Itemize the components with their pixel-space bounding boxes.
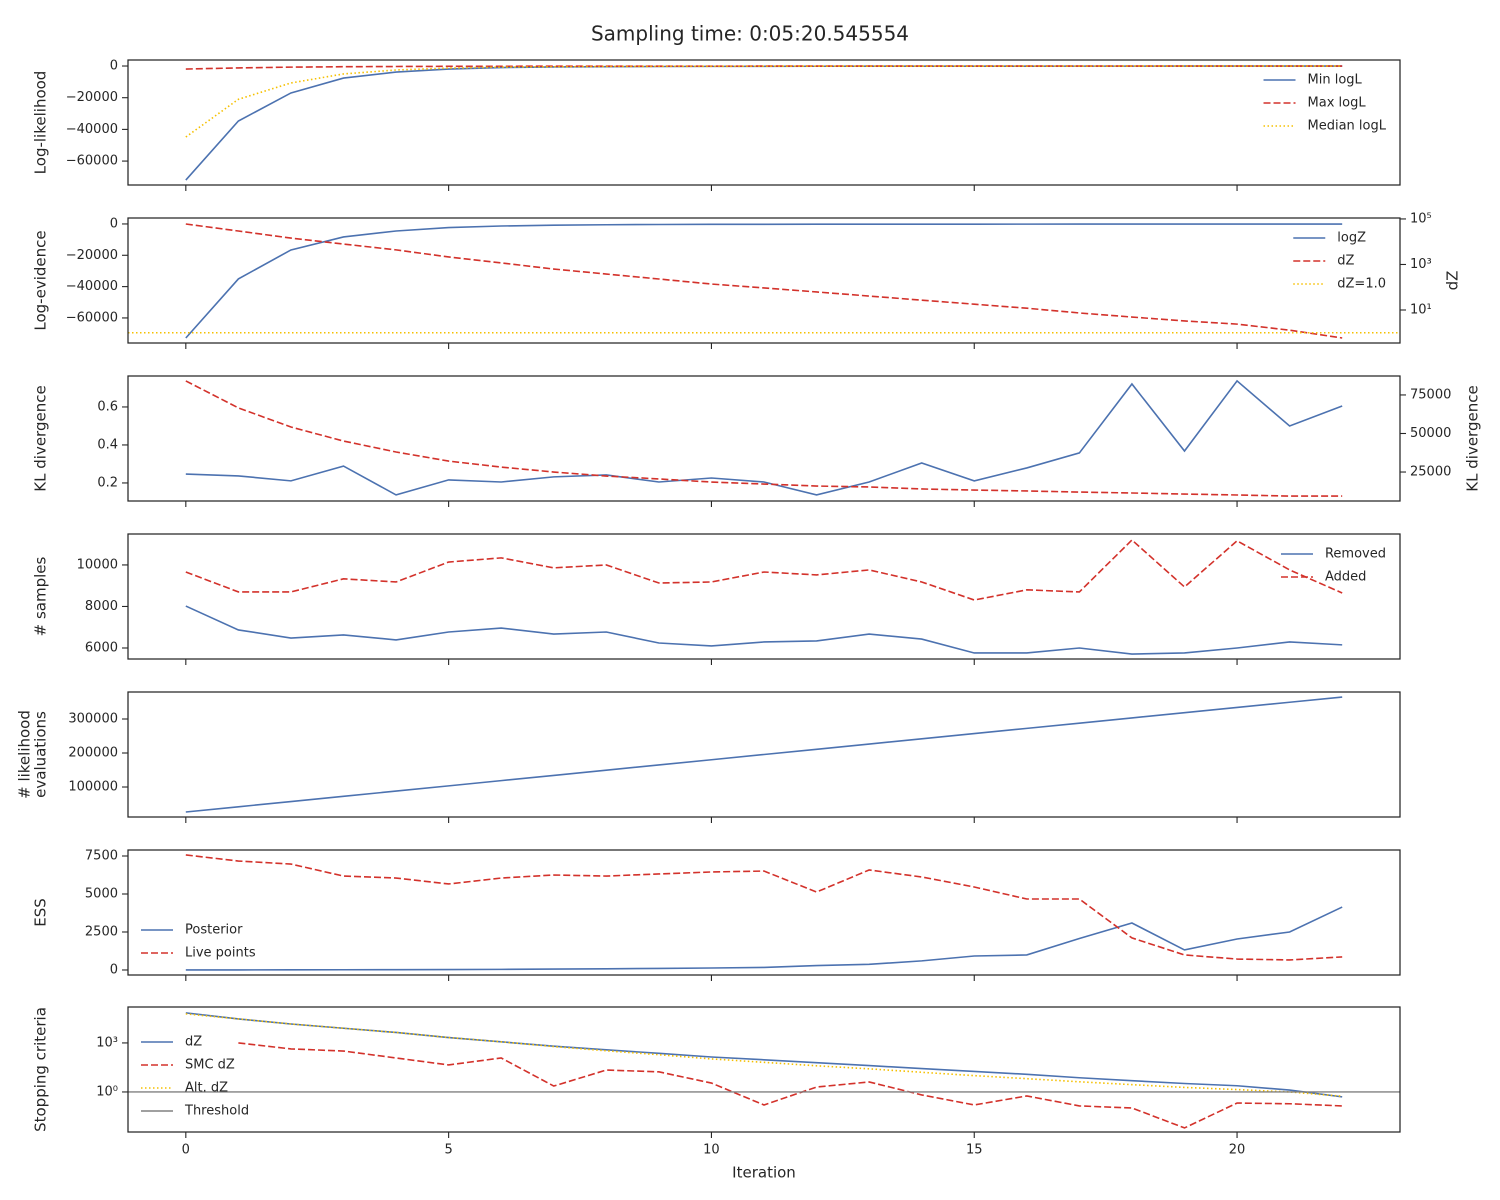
series-line — [185, 65, 1343, 138]
legend-label: dZ — [185, 1035, 202, 1050]
subplot: 6000 8000 10000 # samples Removed Added — [32, 533, 1401, 665]
y2-axis-label: dZ — [1444, 271, 1462, 291]
legend-label: dZ=1.0 — [1337, 277, 1386, 292]
y-tick-label: 5000 — [85, 886, 118, 901]
legend-label: Threshold — [184, 1104, 249, 1119]
y-tick-label: −20000 — [66, 248, 118, 263]
y-tick-label: 100000 — [68, 780, 118, 795]
legend: dZ SMC dZ Alt. dZ Threshold — [141, 1035, 249, 1119]
y2-tick-label: 25000 — [1410, 465, 1451, 480]
legend-label: SMC dZ — [185, 1058, 235, 1073]
legend-label: Max logL — [1308, 96, 1367, 111]
y-tick-label: 0.6 — [97, 399, 118, 414]
y-tick-label: 6000 — [85, 640, 118, 655]
y-tick-label: 0.2 — [97, 475, 118, 490]
y-axis-label: # samples — [32, 556, 50, 636]
y-tick-label: 10000 — [77, 557, 118, 572]
series-line — [185, 538, 1343, 601]
axes-frame — [127, 375, 1401, 502]
subplot: 0.2 0.4 0.6 25000 50000 75000 KL divergence KL … — [32, 375, 1482, 507]
y2-tick-label: 10³ — [1410, 257, 1432, 272]
y-axis-label: Stopping criteria — [32, 1007, 50, 1132]
x-tick-label: 5 — [444, 1143, 452, 1158]
subplot: 0 5 10 15 20 10⁰ 10³ Stopping criteria Iteration… — [32, 1006, 1401, 1182]
legend: Removed Added — [1280, 547, 1386, 585]
legend-label: Median logL — [1308, 119, 1387, 134]
y-axis-label: KL divergence — [32, 385, 50, 491]
axes-frame — [127, 59, 1401, 186]
y-tick-label: 2500 — [85, 924, 118, 939]
legend-label: Live points — [185, 946, 256, 961]
series-line — [185, 1013, 1343, 1098]
series-line — [185, 65, 1343, 181]
series-line — [185, 854, 1343, 961]
y2-tick-label: 75000 — [1410, 387, 1451, 402]
legend-label: Min logL — [1308, 73, 1363, 88]
y2-axis-label: KL divergence — [1464, 385, 1482, 491]
legend-label: Alt. dZ — [185, 1081, 228, 1096]
subplot: 100000 200000 300000 # likelihoodevaluation… — [16, 691, 1401, 823]
y-tick-label: 0 — [110, 962, 118, 977]
axes-frame — [127, 1006, 1401, 1133]
y-tick-label: −20000 — [66, 90, 118, 105]
y-tick-label: −40000 — [66, 122, 118, 137]
series-line — [185, 906, 1343, 971]
figure-title: Sampling time: 0:05:20.545554 — [591, 22, 909, 46]
axes-frame — [127, 533, 1401, 660]
series-line — [185, 605, 1343, 655]
y-axis-label: # likelihood — [16, 710, 34, 799]
y-tick-label: 10⁰ — [96, 1084, 118, 1099]
y-tick-label: 7500 — [85, 849, 118, 864]
y-tick-label: 200000 — [68, 746, 118, 761]
y-tick-label: 300000 — [68, 711, 118, 726]
y-tick-label: 0 — [110, 59, 118, 74]
x-tick-label: 0 — [182, 1143, 190, 1158]
legend-label: Added — [1325, 570, 1366, 585]
x-axis-label: Iteration — [732, 1164, 796, 1182]
series-line — [238, 1042, 1343, 1129]
axes-frame — [127, 217, 1401, 344]
legend: Posterior Live points — [141, 923, 256, 961]
y-tick-label: −60000 — [66, 310, 118, 325]
series-line — [185, 379, 1343, 496]
x-tick-label: 20 — [1229, 1143, 1246, 1158]
series-line — [185, 65, 1343, 70]
y2-tick-label: 50000 — [1410, 426, 1451, 441]
subplot: −60000 −40000 −20000 0 Log-likelihood Min log… — [32, 59, 1401, 191]
axes-frame — [127, 849, 1401, 976]
y-axis-label: ESS — [32, 898, 50, 927]
series-line — [185, 380, 1343, 497]
legend: logZ dZ dZ=1.0 — [1293, 231, 1386, 292]
y2-tick-label: 10⁵ — [1410, 211, 1432, 226]
y2-tick-label: 10¹ — [1410, 302, 1432, 317]
subplot: −60000 −40000 −20000 0 10¹ 10³ 10⁵ Log-evidence… — [32, 211, 1462, 349]
legend-label: logZ — [1337, 231, 1366, 246]
series-line — [185, 1012, 1343, 1098]
legend-label: Posterior — [185, 923, 243, 938]
series-line — [185, 223, 1343, 339]
y-axis-label: Log-likelihood — [32, 71, 50, 175]
x-tick-label: 10 — [703, 1143, 720, 1158]
y-tick-label: −40000 — [66, 279, 118, 294]
y-tick-label: 0 — [110, 216, 118, 231]
series-line — [185, 223, 1343, 339]
y-tick-label: 10³ — [96, 1035, 118, 1050]
subplot: 0 2500 5000 7500 ESS Posterior Live points — [32, 849, 1401, 981]
y-tick-label: 8000 — [85, 599, 118, 614]
axes-frame — [127, 691, 1401, 818]
legend-label: Removed — [1325, 547, 1386, 562]
x-tick-label: 15 — [966, 1143, 983, 1158]
y-axis-label: Log-evidence — [32, 230, 50, 330]
y-tick-label: 0.4 — [97, 437, 118, 452]
y-tick-label: −60000 — [66, 154, 118, 169]
series-line — [185, 696, 1343, 813]
legend-label: dZ — [1337, 254, 1354, 269]
legend: Min logL Max logL Median logL — [1263, 73, 1387, 134]
y-axis-label: evaluations — [32, 711, 50, 798]
